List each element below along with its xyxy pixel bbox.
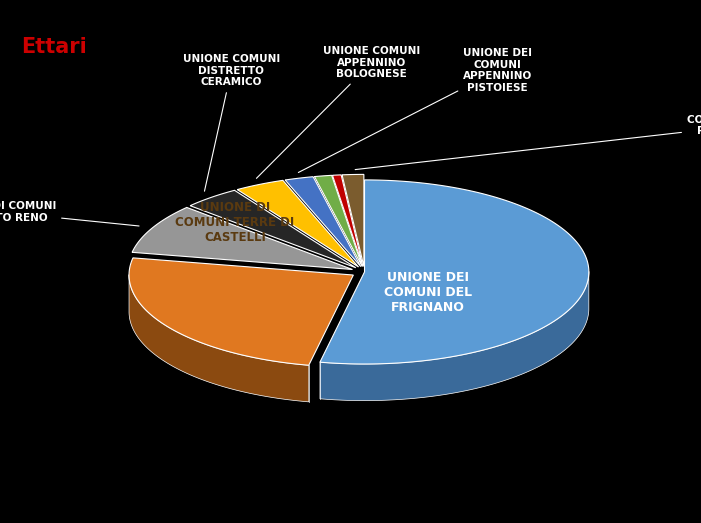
Polygon shape — [129, 275, 308, 402]
Polygon shape — [320, 180, 589, 364]
Text: UNIONE DEI
COMUNI VALLI DEL
RENO LAVINO E
SAMOGGIA: UNIONE DEI COMUNI VALLI DEL RENO LAVINO … — [355, 103, 701, 169]
Polygon shape — [320, 271, 589, 401]
Text: UNIONE DI
COMUNI TERRE DI
CASTELLI: UNIONE DI COMUNI TERRE DI CASTELLI — [175, 201, 294, 244]
Polygon shape — [129, 258, 353, 365]
Polygon shape — [237, 180, 359, 267]
Text: UNIONE COMUNI
DISTRETTO
CERAMICO: UNIONE COMUNI DISTRETTO CERAMICO — [183, 54, 280, 191]
Polygon shape — [190, 190, 356, 268]
Polygon shape — [285, 177, 361, 267]
Text: UNIONE DI COMUNI
DELL’ALTO RENO: UNIONE DI COMUNI DELL’ALTO RENO — [0, 201, 139, 226]
Polygon shape — [315, 175, 362, 267]
Text: UNIONE DEI
COMUNI DEL
FRIGNANO: UNIONE DEI COMUNI DEL FRIGNANO — [383, 271, 472, 314]
Polygon shape — [332, 175, 363, 267]
Text: Ettari: Ettari — [21, 37, 87, 56]
Text: UNIONE DEI
COMUNI
APPENNINO
PISTOIESE: UNIONE DEI COMUNI APPENNINO PISTOIESE — [299, 48, 532, 173]
Text: UNIONE COMUNI
APPENNINO
BOLOGNESE: UNIONE COMUNI APPENNINO BOLOGNESE — [257, 46, 420, 178]
Polygon shape — [342, 174, 364, 266]
Polygon shape — [132, 208, 353, 269]
